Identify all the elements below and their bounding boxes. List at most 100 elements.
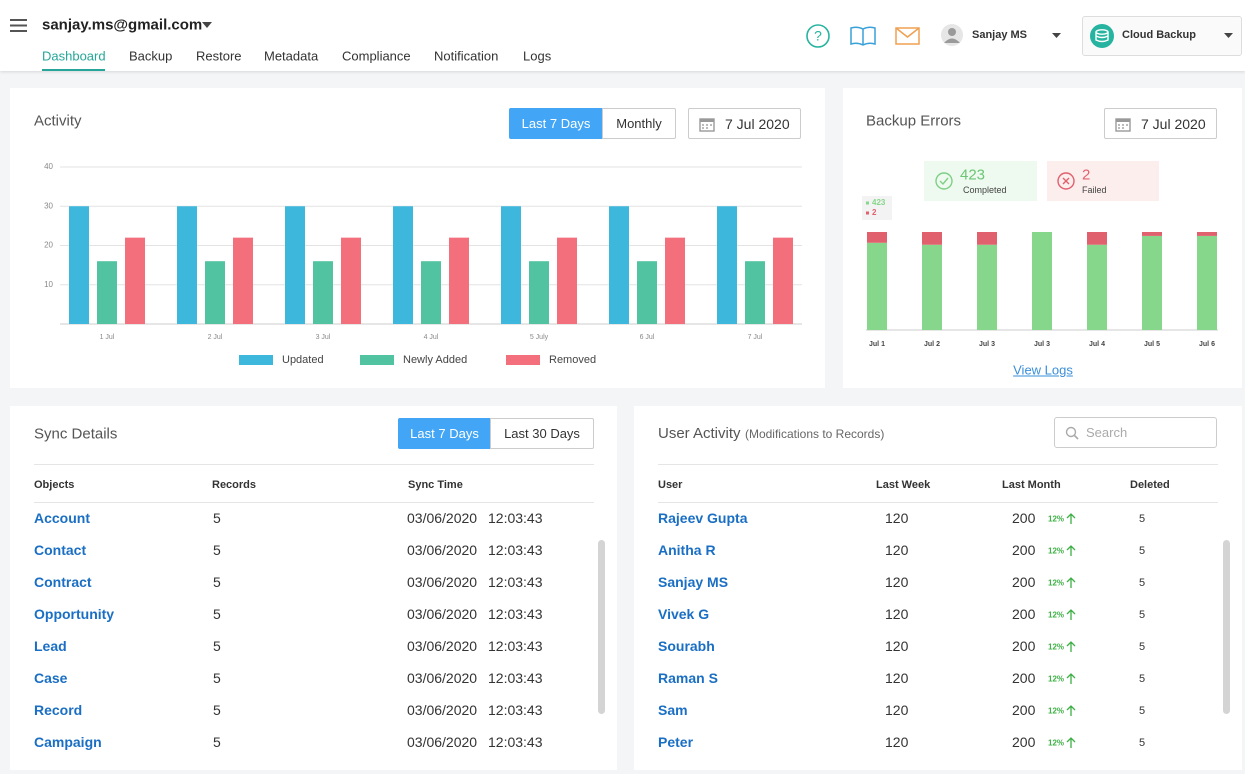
sync-date: 03/06/2020	[407, 702, 478, 718]
last-month: 200	[1012, 734, 1036, 750]
completed-label: Completed	[963, 185, 1007, 195]
user-activity-panel	[634, 406, 1242, 770]
scrollbar[interactable]	[598, 540, 605, 714]
up-arrow	[1066, 672, 1076, 684]
nav-tab[interactable]: Compliance	[342, 48, 411, 64]
user-link[interactable]: Raman S	[658, 670, 718, 686]
help-icon[interactable]: ?	[806, 24, 830, 48]
range-toggle[interactable]: Last 7 Days	[398, 418, 491, 449]
y-tick-label: 30	[44, 201, 53, 210]
up-arrow	[1066, 704, 1076, 716]
account-caret[interactable]	[202, 22, 212, 28]
column-header: Last Month	[1002, 479, 1061, 491]
nav-tab[interactable]: Dashboard	[42, 48, 106, 64]
bar	[285, 206, 305, 324]
x-tick-label: Jul 3	[979, 341, 995, 348]
sync-date: 03/06/2020	[407, 510, 478, 526]
user-link[interactable]: Anitha R	[658, 542, 716, 558]
nav-tab[interactable]: Backup	[129, 48, 173, 64]
error-icon	[1057, 172, 1075, 190]
x-tick-label: 5 July	[530, 334, 549, 341]
date-picker[interactable]: 7 Jul 2020	[688, 108, 801, 139]
user-name[interactable]: Sanjay MS	[972, 29, 1028, 41]
mail-icon[interactable]	[895, 27, 920, 45]
account-email[interactable]: sanjay.ms@gmail.com	[42, 16, 203, 34]
bar	[341, 237, 361, 324]
object-link[interactable]: Campaign	[34, 734, 102, 750]
x-tick-label: Jul 5	[1144, 341, 1160, 348]
panel-title: Activity	[34, 112, 82, 130]
user-link[interactable]: Sourabh	[658, 638, 715, 654]
object-link[interactable]: Contract	[34, 574, 92, 590]
calendar-icon	[699, 117, 715, 132]
x-tick-label: Jul 3	[1034, 341, 1050, 348]
range-toggle[interactable]: Monthly	[602, 108, 676, 139]
bar	[665, 237, 685, 324]
avatar[interactable]	[941, 24, 963, 46]
object-link[interactable]: Lead	[34, 638, 67, 654]
y-tick-label: 40	[44, 162, 53, 171]
docs-icon[interactable]	[850, 26, 876, 46]
svg-text:?: ?	[814, 28, 822, 44]
scrollbar[interactable]	[1223, 540, 1230, 714]
range-toggle[interactable]: Last 30 Days	[490, 418, 594, 449]
bar-segment	[1197, 232, 1217, 236]
user-link[interactable]: Rajeev Gupta	[658, 510, 748, 526]
deleted-count: 5	[1139, 673, 1146, 685]
records-count: 5	[213, 734, 221, 750]
failed-label: Failed	[1082, 185, 1107, 195]
x-tick-label: 1 Jul	[100, 334, 115, 341]
bar	[125, 237, 145, 324]
records-count: 5	[213, 638, 221, 654]
user-link[interactable]: Sam	[658, 702, 688, 718]
user-caret[interactable]	[1052, 33, 1061, 38]
search-box[interactable]: Search	[1054, 417, 1217, 448]
object-link[interactable]: Account	[34, 510, 90, 526]
view-logs-link[interactable]: View Logs	[1013, 362, 1073, 378]
nav-tab[interactable]: Logs	[523, 48, 552, 64]
product-name[interactable]: Cloud Backup	[1122, 29, 1196, 41]
y-tick-label: 10	[44, 280, 53, 289]
records-count: 5	[213, 510, 221, 526]
panel-heading: User Activity (Modifications to Records)	[658, 425, 884, 443]
bar-segment	[922, 232, 942, 245]
arrow-icon	[1066, 673, 1076, 684]
column-header: User	[658, 479, 683, 491]
records-count: 5	[213, 670, 221, 686]
menu-icon[interactable]	[10, 19, 27, 32]
deleted-count: 5	[1139, 577, 1146, 589]
bar	[637, 261, 657, 324]
records-count: 5	[213, 542, 221, 558]
user-link[interactable]: Vivek G	[658, 606, 710, 622]
user-link[interactable]: Peter	[658, 734, 694, 750]
last-week: 120	[885, 510, 909, 526]
sync-date: 03/06/2020	[407, 734, 478, 750]
bar	[233, 237, 253, 324]
search-icon	[1065, 426, 1079, 440]
records-count: 5	[213, 606, 221, 622]
bar	[501, 206, 521, 324]
up-arrow	[1066, 608, 1076, 620]
date-picker[interactable]: 7 Jul 2020	[1104, 108, 1217, 139]
active-tab-underline	[42, 69, 105, 71]
range-toggle[interactable]: Last 7 Days	[509, 108, 603, 139]
bar	[773, 237, 793, 324]
nav-tab[interactable]: Metadata	[264, 48, 319, 64]
product-caret[interactable]	[1224, 33, 1233, 38]
x-tick-label: Jul 4	[1089, 341, 1105, 348]
date-label: 7 Jul 2020	[1141, 115, 1206, 132]
date-label: 7 Jul 2020	[725, 115, 790, 132]
arrow-icon	[1066, 545, 1076, 556]
bar	[609, 206, 629, 324]
object-link[interactable]: Record	[34, 702, 83, 718]
object-link[interactable]: Contact	[34, 542, 87, 558]
last-week: 120	[885, 606, 909, 622]
object-link[interactable]: Case	[34, 670, 68, 686]
bar	[393, 206, 413, 324]
nav-tab[interactable]: Restore	[196, 48, 242, 64]
arrow-icon	[1066, 737, 1076, 748]
user-link[interactable]: Sanjay MS	[658, 574, 729, 590]
nav-tab[interactable]: Notification	[434, 48, 499, 64]
object-link[interactable]: Opportunity	[34, 606, 115, 622]
